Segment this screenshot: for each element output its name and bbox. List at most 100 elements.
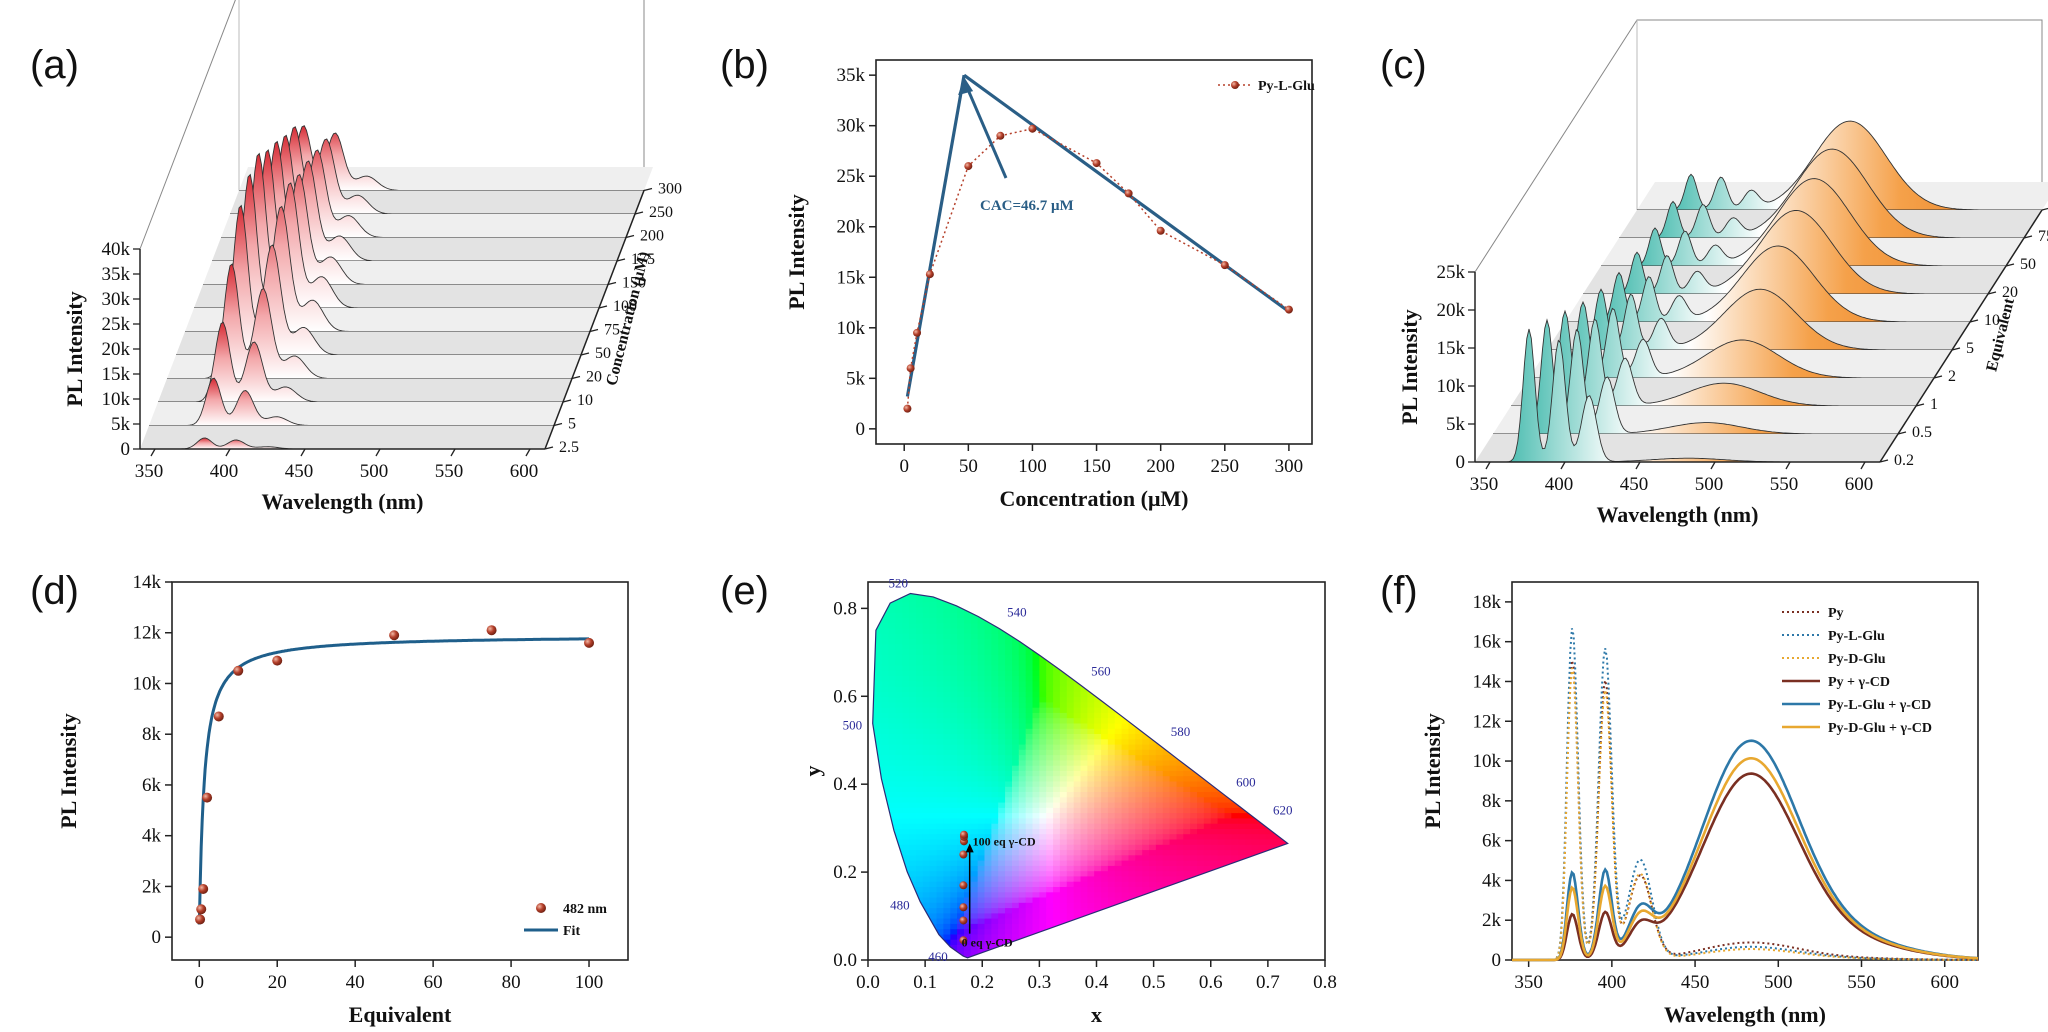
cie-cell bbox=[895, 648, 904, 655]
cie-cell bbox=[922, 886, 931, 893]
cie-cell bbox=[1197, 712, 1205, 719]
cie-cell bbox=[1169, 643, 1178, 650]
cie-cell bbox=[1053, 696, 1061, 703]
cie-cell bbox=[1142, 870, 1150, 877]
cie-cell bbox=[1251, 917, 1260, 924]
cie-cell bbox=[1012, 633, 1020, 640]
z-tick-label: 5 bbox=[1966, 340, 1974, 357]
cie-cell bbox=[1142, 791, 1150, 798]
x-tick-label: 550 bbox=[1770, 474, 1799, 495]
cie-cell bbox=[1046, 775, 1054, 782]
cie-cell bbox=[1101, 807, 1109, 814]
cie-cell bbox=[895, 654, 904, 661]
cie-cell bbox=[1155, 643, 1164, 650]
cie-cell bbox=[1114, 596, 1123, 603]
z-tick-label: 175 bbox=[631, 251, 655, 268]
cie-cell bbox=[922, 759, 931, 766]
cie-cell bbox=[1066, 854, 1075, 861]
cie-cell bbox=[1094, 775, 1102, 782]
cie-cell bbox=[1128, 722, 1137, 729]
cie-cell bbox=[1224, 593, 1233, 597]
cie-cell bbox=[1073, 844, 1082, 851]
cie-cell bbox=[1279, 854, 1287, 861]
cie-cell bbox=[1155, 817, 1164, 824]
cie-cell bbox=[929, 780, 938, 787]
cie-cell bbox=[909, 796, 917, 803]
cie-cell bbox=[1032, 886, 1041, 893]
cie-cell bbox=[881, 738, 890, 745]
cie-cell bbox=[1005, 907, 1013, 914]
cie-cell bbox=[1012, 759, 1020, 766]
cie-cell bbox=[1142, 712, 1150, 719]
cie-cell bbox=[1279, 886, 1287, 893]
cie-cell bbox=[1059, 633, 1068, 640]
cie-cell bbox=[1053, 759, 1061, 766]
cie-cell bbox=[895, 817, 904, 824]
cie-cell bbox=[1258, 886, 1267, 893]
cie-cell bbox=[1258, 828, 1267, 835]
cie-cell bbox=[888, 775, 897, 782]
legend-label-2: Py-D-Glu bbox=[1828, 652, 1886, 667]
cie-cell bbox=[1149, 664, 1157, 671]
cie-cell bbox=[1121, 706, 1130, 713]
cie-cell bbox=[1107, 912, 1116, 919]
cie-cell bbox=[874, 849, 883, 856]
cie-cell bbox=[881, 785, 890, 792]
cie-cell bbox=[984, 907, 993, 914]
cie-cell bbox=[1080, 712, 1089, 719]
cie-cell bbox=[1197, 838, 1205, 845]
cie-cell bbox=[1217, 854, 1226, 861]
cie-cell bbox=[1245, 844, 1253, 851]
cie-cell bbox=[1203, 912, 1212, 919]
cie-cell bbox=[1018, 902, 1027, 909]
cie-cell bbox=[916, 759, 924, 766]
cie-cell bbox=[1224, 764, 1233, 771]
cie-cell bbox=[1238, 764, 1246, 771]
cie-cell bbox=[1203, 801, 1212, 808]
cie-cell bbox=[1231, 828, 1239, 835]
cie-cell bbox=[1121, 785, 1130, 792]
cie-cell bbox=[1080, 764, 1089, 771]
x-tick-label: 80 bbox=[502, 972, 521, 993]
cie-cell bbox=[1224, 601, 1233, 608]
cie-cell bbox=[1073, 801, 1082, 808]
cie-cell bbox=[964, 596, 972, 603]
cie-cell bbox=[984, 912, 993, 919]
cie-cell bbox=[1149, 780, 1157, 787]
x-tick-label: 0.5 bbox=[1142, 972, 1166, 993]
cie-cell bbox=[1176, 902, 1185, 909]
cie-cell bbox=[1087, 706, 1096, 713]
cie-cell bbox=[998, 593, 1006, 597]
cie-cell bbox=[1155, 938, 1164, 945]
cie-cell bbox=[1128, 593, 1137, 597]
cie-cell bbox=[1142, 854, 1150, 861]
cie-cell bbox=[929, 654, 938, 661]
cie-cell bbox=[1155, 680, 1164, 687]
cie-cell bbox=[1210, 743, 1219, 750]
cie-cell bbox=[881, 622, 890, 629]
cie-cell bbox=[1066, 880, 1075, 887]
cie-cell bbox=[957, 593, 965, 597]
cie-cell bbox=[1190, 606, 1198, 613]
cie-cell bbox=[964, 633, 972, 640]
cie-cell bbox=[1005, 896, 1013, 903]
cie-cell bbox=[1258, 917, 1267, 924]
cie-cell bbox=[1107, 822, 1116, 829]
cie-cell bbox=[1053, 727, 1061, 734]
cie-cell bbox=[1272, 764, 1281, 771]
cie-cell bbox=[1039, 733, 1048, 740]
cie-cell bbox=[1059, 812, 1068, 819]
cie-cell bbox=[1080, 664, 1089, 671]
cie-cell bbox=[895, 764, 904, 771]
cie-cell bbox=[950, 844, 958, 851]
cie-cell bbox=[1197, 822, 1205, 829]
cie-cell bbox=[1279, 596, 1287, 603]
cie-cell bbox=[1128, 912, 1137, 919]
cie-cell bbox=[1265, 669, 1274, 676]
cie-cell bbox=[1128, 902, 1137, 909]
cie-cell bbox=[984, 902, 993, 909]
cie-cell bbox=[1025, 875, 1034, 882]
cie-cell bbox=[1080, 822, 1089, 829]
cie-cell bbox=[998, 833, 1006, 840]
cie-cell bbox=[1025, 664, 1034, 671]
